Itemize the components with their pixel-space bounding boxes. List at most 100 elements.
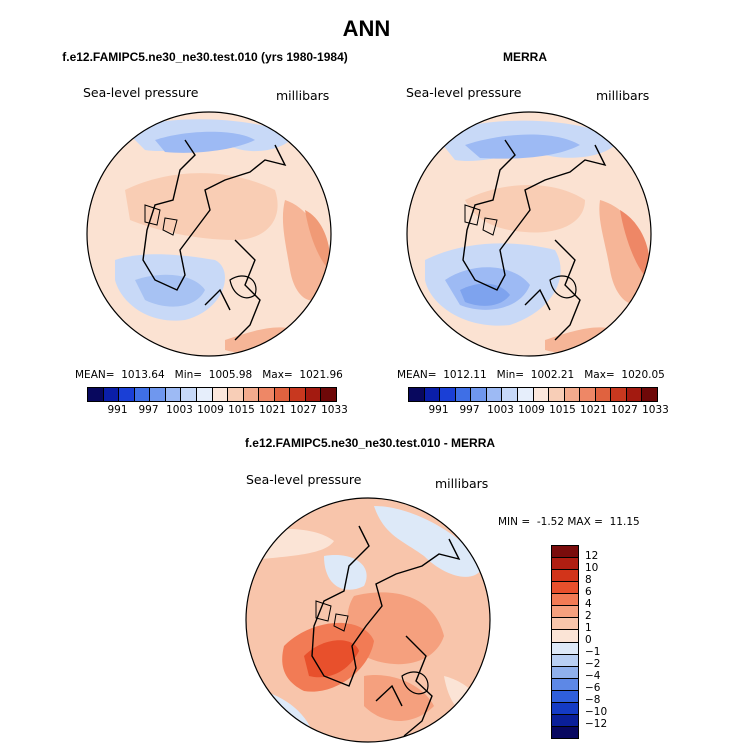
obs-mean-value: 1012.11 <box>443 369 487 381</box>
colorbar-cell <box>552 702 578 715</box>
obs-panel-title: MERRA <box>503 50 547 64</box>
page-title: ANN <box>342 16 391 41</box>
colorbar-cell <box>552 726 578 738</box>
diff-panel-title: f.e12.FAMIPC5.ne30_ne30.test.010 - MERRA <box>244 436 496 450</box>
colorbar-tick-label: 991 <box>428 404 449 416</box>
colorbar-tick-label: 1027 <box>611 404 638 416</box>
colorbar-tick-label: −6 <box>585 682 601 694</box>
model-variable-label: Sea-level pressure <box>83 85 199 100</box>
colorbar-cell <box>305 388 322 401</box>
colorbar-cell <box>552 642 578 655</box>
colorbar-cell <box>642 388 657 401</box>
diff-map <box>245 497 491 743</box>
obs-min-label: Min= <box>496 369 525 381</box>
colorbar-cell <box>212 388 229 401</box>
colorbar-cell <box>259 388 275 401</box>
obs-variable-label: Sea-level pressure <box>406 85 522 100</box>
colorbar-tick-label: 1015 <box>549 404 576 416</box>
colorbar-cell <box>228 388 244 401</box>
colorbar-tick-label: −12 <box>585 718 608 730</box>
colorbar-tick-label: 2 <box>585 610 592 622</box>
colorbar-cell <box>502 388 518 401</box>
obs-units-label: millibars <box>596 88 650 103</box>
colorbar-cell <box>552 558 578 571</box>
obs-colorbar <box>408 387 658 402</box>
model-mean-value: 1013.64 <box>121 369 165 381</box>
colorbar-tick-label: −4 <box>585 670 601 682</box>
colorbar-cell <box>611 388 627 401</box>
diff-colorbar-ticks: 12 10 8 6 4 2 1 0 −1 −2 −4 −6 −8 −10 −12 <box>585 545 625 737</box>
colorbar-tick-label: 1021 <box>259 404 286 416</box>
colorbar-cell <box>552 606 578 619</box>
colorbar-tick-label: 991 <box>107 404 128 416</box>
colorbar-tick-label: 8 <box>585 574 592 586</box>
colorbar-cell <box>595 388 612 401</box>
obs-min-value: 1002.21 <box>530 369 575 381</box>
model-stats: MEAN= 1013.64 Min= 1005.98 Max= 1021.96 <box>75 369 343 381</box>
colorbar-tick-label: 997 <box>459 404 480 416</box>
colorbar-tick-label: 1021 <box>580 404 607 416</box>
model-min-value: 1005.98 <box>208 369 253 381</box>
diff-units-label: millibars <box>435 476 489 491</box>
colorbar-cell <box>486 388 503 401</box>
diff-min-label: MIN = <box>498 516 531 528</box>
colorbar-tick-label: −2 <box>585 658 601 670</box>
colorbar-cell <box>134 388 151 401</box>
colorbar-cell <box>552 654 578 667</box>
obs-max-label: Max= <box>584 369 615 381</box>
diff-stats: MIN = -1.52 MAX = 11.15 <box>498 516 640 528</box>
colorbar-cell <box>88 388 104 401</box>
colorbar-cell <box>552 594 578 607</box>
colorbar-cell <box>165 388 182 401</box>
colorbar-cell <box>552 582 578 595</box>
colorbar-cell <box>552 666 578 679</box>
diff-colorbar <box>551 545 579 739</box>
model-colorbar-ticks: 991 997 1003 1009 1015 1021 1027 1033 <box>102 404 350 416</box>
colorbar-tick-label: 997 <box>138 404 159 416</box>
obs-colorbar-ticks: 991 997 1003 1009 1015 1021 1027 1033 <box>423 404 671 416</box>
colorbar-tick-label: −8 <box>585 694 601 706</box>
model-map <box>86 111 332 357</box>
colorbar-cell <box>552 570 578 583</box>
colorbar-cell <box>564 388 581 401</box>
colorbar-cell <box>455 388 472 401</box>
colorbar-cell <box>552 714 578 727</box>
colorbar-cell <box>549 388 565 401</box>
colorbar-tick-label: 1 <box>585 622 592 634</box>
colorbar-cell <box>321 388 336 401</box>
colorbar-tick-label: 6 <box>585 586 592 598</box>
colorbar-cell <box>424 388 441 401</box>
colorbar-tick-label: 1033 <box>642 404 669 416</box>
obs-max-value: 1020.05 <box>621 369 665 381</box>
model-colorbar <box>87 387 337 402</box>
colorbar-tick-label: 1033 <box>321 404 348 416</box>
colorbar-tick-label: 4 <box>585 598 592 610</box>
model-panel-title: f.e12.FAMIPC5.ne30_ne30.test.010 (yrs 19… <box>62 50 348 64</box>
colorbar-cell <box>103 388 120 401</box>
obs-map <box>406 111 652 357</box>
colorbar-tick-label: 1009 <box>197 404 224 416</box>
colorbar-cell <box>290 388 306 401</box>
model-max-label: Max= <box>262 369 293 381</box>
colorbar-cell <box>440 388 456 401</box>
diff-min-value: -1.52 <box>536 516 565 528</box>
colorbar-cell <box>552 618 578 631</box>
colorbar-cell <box>552 690 578 703</box>
colorbar-cell <box>196 388 213 401</box>
model-mean-label: MEAN= <box>75 369 115 381</box>
colorbar-cell <box>626 388 643 401</box>
colorbar-cell <box>409 388 425 401</box>
model-units-label: millibars <box>276 88 330 103</box>
diff-variable-label: Sea-level pressure <box>246 472 362 487</box>
colorbar-tick-label: 1003 <box>487 404 514 416</box>
diff-max-value: 11.15 <box>609 516 640 528</box>
colorbar-cell <box>552 546 578 559</box>
colorbar-tick-label: 1003 <box>166 404 193 416</box>
colorbar-cell <box>552 630 578 643</box>
model-min-label: Min= <box>174 369 203 381</box>
colorbar-tick-label: −1 <box>585 646 601 658</box>
colorbar-tick-label: 1027 <box>290 404 317 416</box>
colorbar-cell <box>119 388 135 401</box>
colorbar-tick-label: 12 <box>585 550 599 562</box>
colorbar-tick-label: 1009 <box>518 404 545 416</box>
